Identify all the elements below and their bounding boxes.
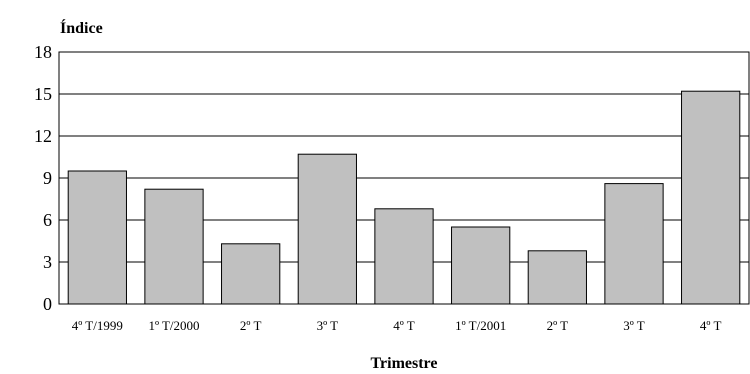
x-tick-label: 4º T [393, 318, 415, 333]
y-tick-label: 15 [34, 84, 52, 104]
x-tick-label: 2º T [240, 318, 262, 333]
x-tick-label: 1º T/2001 [455, 318, 506, 333]
y-axis-title: Índice [60, 18, 103, 37]
bar [221, 243, 281, 305]
y-tick-labels: 0 3 6 9 12 15 18 [34, 42, 52, 314]
y-tick-label: 12 [34, 126, 52, 146]
x-tick-label: 1º T/2000 [148, 318, 199, 333]
y-tick-label: 0 [43, 294, 52, 314]
y-tick-label: 6 [43, 210, 52, 230]
x-tick-label: 2º T [547, 318, 569, 333]
y-tick-label: 18 [34, 42, 52, 62]
x-tick-label: 3º T [317, 318, 339, 333]
x-tick-label: 4º T/1999 [72, 318, 123, 333]
bar [527, 250, 587, 305]
x-tick-label: 3º T [623, 318, 645, 333]
x-tick-label: 4º T [700, 318, 722, 333]
bar [67, 170, 127, 305]
bar [604, 183, 664, 305]
bar [144, 188, 204, 305]
bar [374, 208, 434, 305]
bars [67, 90, 741, 305]
x-axis-title: Trimestre [371, 355, 438, 372]
y-tick-label: 3 [43, 252, 52, 272]
y-tick-label: 9 [43, 168, 52, 188]
plot-frame [58, 51, 750, 305]
bar [297, 153, 357, 305]
bar [681, 90, 741, 305]
x-tick-labels: 4º T/1999 1º T/2000 2º T 3º T 4º T 1º T/2001 2… [72, 318, 722, 333]
bar [451, 226, 511, 305]
